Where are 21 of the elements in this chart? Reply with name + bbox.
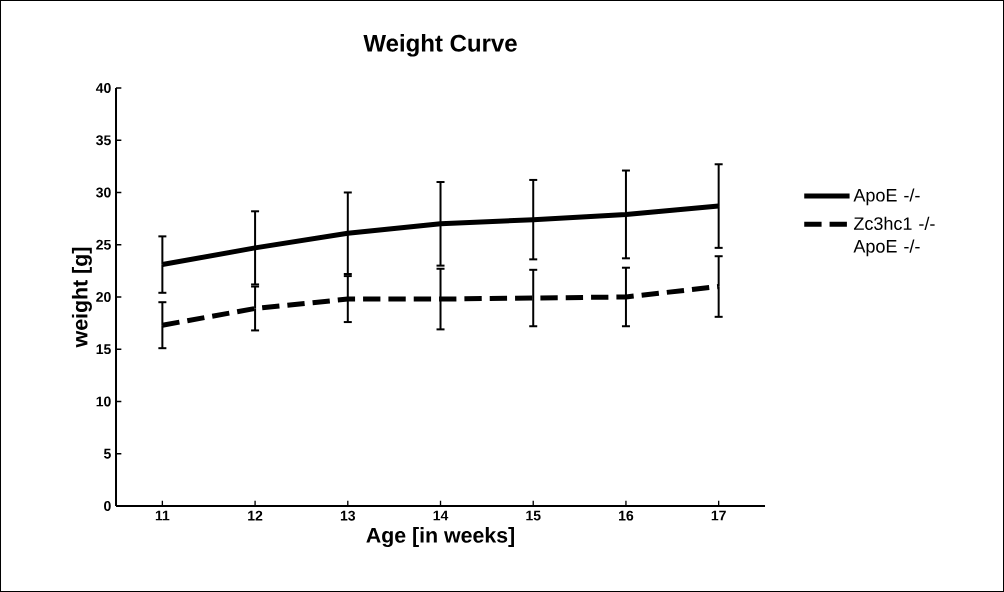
- y-tick-label: 40: [95, 83, 111, 93]
- x-tick-label: 14: [433, 510, 449, 521]
- y-tick-label: 0: [104, 501, 111, 511]
- y-tick-label: 35: [96, 135, 111, 146]
- y-tick-label: 25: [96, 239, 111, 250]
- y-tick-label: 10: [96, 396, 111, 407]
- y-tick-label: 15: [96, 344, 111, 355]
- x-tick-label: 15: [526, 510, 541, 521]
- y-tick-label: 20: [96, 292, 111, 302]
- legend-label: ApoE -/-: [853, 188, 920, 206]
- x-tick-label: 12: [248, 510, 263, 521]
- x-tick-label: 13: [340, 510, 356, 521]
- x-tick-label: 17: [711, 510, 726, 521]
- chart-title: Weight Curve: [363, 34, 517, 57]
- y-tick-label: 5: [103, 448, 111, 459]
- x-tick-label: 16: [619, 510, 634, 521]
- x-tick-label: 11: [155, 510, 170, 521]
- legend-label: Zc3hc1 -/- ApoE -/-: [853, 216, 935, 257]
- y-tick-label: 30: [96, 187, 111, 198]
- y-axis-title: weight [g]: [71, 247, 92, 348]
- x-axis-title: Age [in weeks]: [366, 527, 514, 548]
